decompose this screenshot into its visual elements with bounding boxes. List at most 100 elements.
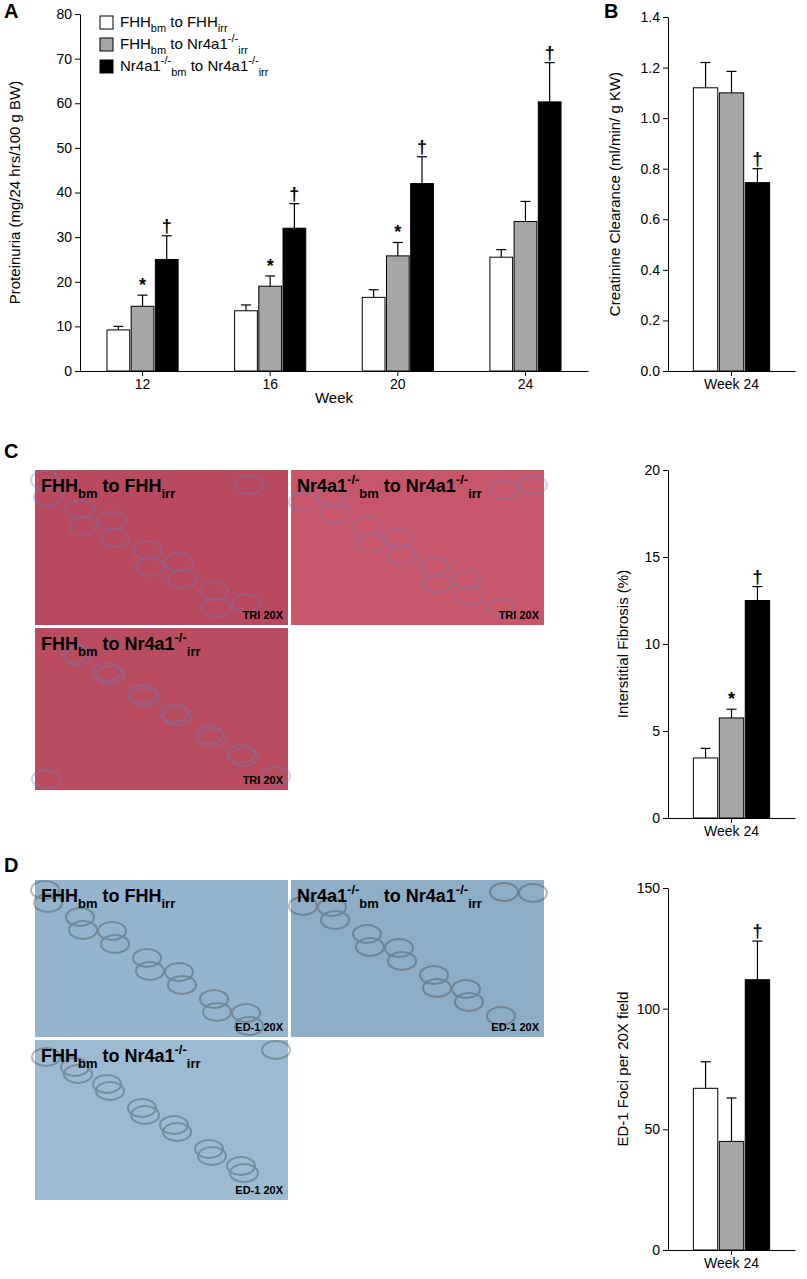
text-part: Nr4a1 — [120, 57, 161, 74]
y-tick: 10 — [644, 636, 668, 652]
x-tick: Week 24 — [704, 818, 759, 839]
y-tick: 50 — [644, 1121, 668, 1137]
tick-label: 100 — [637, 1001, 661, 1017]
tick-label: 5 — [652, 723, 660, 739]
y-tick: 1.2 — [641, 60, 668, 76]
error-bar — [752, 169, 762, 183]
error-bar — [113, 326, 123, 330]
texture-spot — [163, 1123, 191, 1141]
texture-spot — [69, 517, 97, 535]
tick-mark — [75, 371, 80, 372]
bar — [107, 330, 130, 371]
error-stem — [166, 236, 167, 260]
error-bar — [393, 242, 403, 255]
micrograph-group: FHHbm to FHHirrTRI 20XNr4a1-/-bm to Nr4a… — [31, 470, 547, 790]
y-tick: 1.0 — [641, 110, 668, 126]
error-bar — [727, 709, 737, 718]
micrograph-texture — [32, 644, 290, 788]
texture-spot — [98, 512, 126, 530]
error-stem — [705, 748, 706, 758]
tick-mark — [663, 1009, 668, 1010]
tick-mark — [663, 68, 668, 69]
text-part: -/- — [161, 54, 172, 66]
bar — [719, 93, 743, 371]
tick-label: Week 24 — [704, 376, 759, 392]
error-stem — [549, 63, 550, 102]
micrograph-texture — [289, 883, 547, 1025]
y-tick: 50 — [56, 140, 80, 156]
micrograph-texture — [31, 881, 263, 1035]
error-stem — [142, 295, 143, 306]
error-bar — [289, 204, 299, 229]
error-stem — [705, 63, 706, 88]
tick-label: 50 — [644, 1121, 660, 1137]
tick-mark — [75, 14, 80, 15]
bar — [719, 718, 743, 818]
micrograph-image — [35, 1040, 288, 1200]
y-tick: 15 — [644, 549, 668, 565]
error-bar — [417, 157, 427, 184]
text-part: to Nr4a1 — [379, 476, 456, 496]
texture-spot — [133, 541, 161, 559]
x-tick: 12 — [135, 371, 151, 392]
y-axis: 050100150 — [637, 880, 669, 1258]
error-stem — [731, 71, 732, 92]
text-part: to Nr4a1 — [187, 57, 249, 74]
micrograph: Nr4a1-/-bm to Nr4a1-/-irrTRI 20X — [289, 470, 547, 625]
error-bar — [727, 1098, 737, 1141]
significance-marker: † — [289, 184, 299, 204]
legend-entry: Nr4a1-/-bm to Nr4a1-/-irr — [100, 54, 269, 78]
tick-mark — [663, 470, 668, 471]
micrograph: Nr4a1-/-bm to Nr4a1-/-irrED-1 20X — [289, 880, 547, 1037]
error-cap — [701, 748, 711, 749]
texture-spot — [519, 884, 547, 902]
y-tick: 5 — [652, 723, 668, 739]
legend-entry: FHHbm to Nr4a1-/-irr — [100, 32, 248, 56]
texture-spot — [262, 1041, 290, 1059]
tick-label: 0 — [652, 1242, 660, 1258]
panel: A***††††0102030405060708012162024WeekPro… — [4, 0, 589, 406]
text-part: -/- — [456, 472, 468, 487]
panel: D†050100150Week 24ED-1 Foci per 20X fiel… — [4, 854, 796, 1271]
texture-spot — [198, 1147, 226, 1165]
tick-mark — [75, 282, 80, 283]
micrograph-texture — [289, 476, 547, 617]
text-part: Nr4a1 — [297, 886, 347, 906]
error-stem — [294, 204, 295, 229]
error-stem — [373, 290, 374, 298]
texture-spot — [420, 966, 448, 984]
error-stem — [731, 709, 732, 718]
bar — [514, 222, 537, 371]
tick-mark — [663, 644, 668, 645]
texture-spot — [131, 688, 159, 706]
texture-spot — [519, 476, 547, 494]
y-axis: 0.00.20.40.60.81.01.21.4 — [641, 9, 669, 379]
plot-area — [693, 941, 769, 1250]
texture-spot — [455, 993, 483, 1011]
texture-spot — [66, 500, 94, 518]
tick-mark — [75, 148, 80, 149]
text-part: bm — [171, 66, 186, 78]
texture-spot — [230, 748, 258, 766]
bar — [362, 297, 385, 371]
text-part: -/- — [347, 882, 359, 897]
axis-line — [668, 471, 669, 819]
tick-label: 0.2 — [641, 312, 661, 328]
error-bar — [727, 71, 737, 92]
y-tick: 60 — [56, 95, 80, 111]
text-part: FHH — [41, 634, 78, 654]
bar — [131, 306, 154, 371]
texture-spot — [356, 938, 384, 956]
texture-spot — [420, 558, 448, 576]
tick-label: 20 — [644, 462, 660, 478]
error-stem — [757, 169, 758, 183]
micrograph-stain: TRI 20X — [243, 609, 284, 621]
text-part: FHH — [41, 1046, 78, 1066]
text-part: to Nr4a1 — [98, 634, 175, 654]
legend-entry: FHHbm to FHHirr — [100, 13, 228, 34]
x-axis: Week 24 — [669, 371, 796, 392]
bar — [693, 758, 717, 818]
bar — [259, 286, 282, 371]
panel: B†0.00.20.40.60.81.01.21.4Week 24Creatin… — [604, 0, 796, 392]
tick-label: 1.2 — [641, 60, 661, 76]
